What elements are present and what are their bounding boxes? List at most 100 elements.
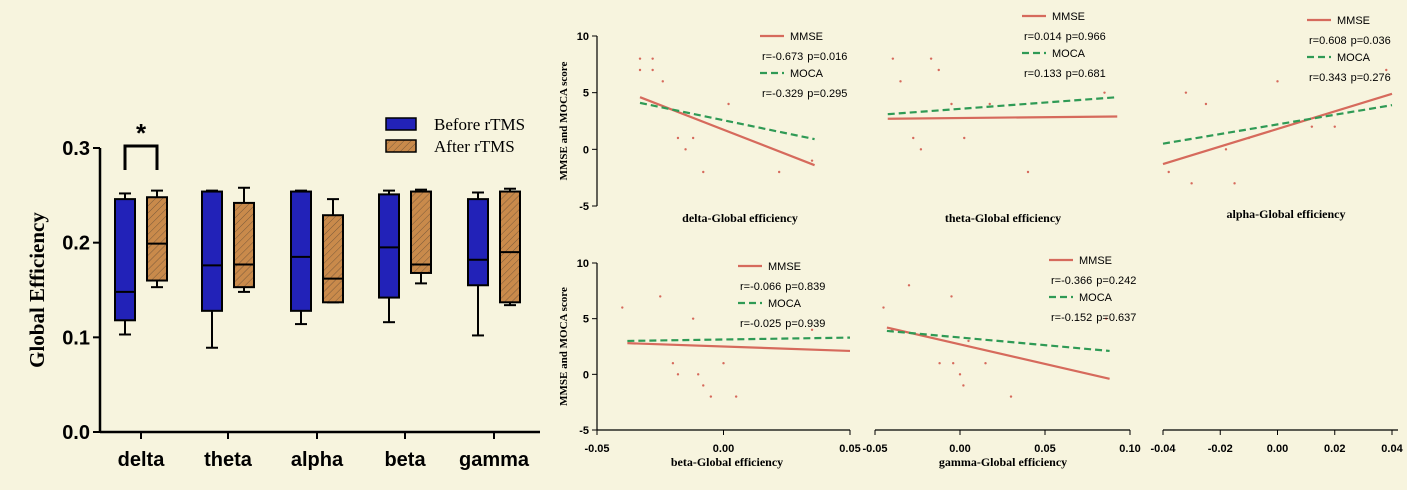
- x-tick-label: 0.10: [1119, 443, 1140, 455]
- scatter-point: [899, 80, 902, 83]
- legend-label: MOCA: [1337, 52, 1371, 64]
- scatter-point: [702, 384, 705, 387]
- x-tick-label: gamma: [459, 449, 530, 471]
- p-value: p=0.242: [1096, 275, 1136, 287]
- legend-label: MOCA: [790, 68, 824, 80]
- y-axis-label: MMSE and MOCA score: [558, 62, 570, 181]
- scatter-point: [638, 57, 642, 60]
- x-tick-label: 0.05: [839, 443, 860, 455]
- scatter-point: [1103, 91, 1106, 94]
- scatter-point: [1224, 148, 1228, 151]
- scatter-point: [1233, 182, 1236, 185]
- legend-label: MMSE: [768, 261, 801, 273]
- legend-swatch: [385, 139, 417, 153]
- moca-regression-line: [1162, 104, 1393, 145]
- x-tick-label: theta: [204, 449, 253, 471]
- scatter-point: [691, 317, 695, 320]
- scatter-point: [1333, 125, 1336, 128]
- y-tick-label: 5: [583, 88, 589, 100]
- scatter-panels: 10 5 0 -5 MMSE and MOCA score delta-Global ef…: [558, 11, 1404, 469]
- scatter-point: [952, 362, 955, 365]
- box-after: [499, 190, 521, 304]
- box-before: [378, 193, 400, 299]
- x-tick-label: 0.04: [1381, 443, 1403, 455]
- scatter-point: [621, 306, 624, 309]
- r-value: r=-0.066: [740, 281, 781, 293]
- moca-regression-line: [627, 336, 851, 343]
- box-before: [114, 198, 136, 322]
- panel-title: theta-Global efficiency: [945, 211, 1061, 225]
- legend-stat: r=0.133 p=0.681: [1024, 68, 1106, 80]
- scatter-point: [988, 102, 991, 106]
- scatter-point: [661, 80, 664, 83]
- scatter-panel-5: -0.05 0.00 0.05 0.10 gamma-Global efficiency…: [862, 255, 1140, 469]
- scatter-point: [1276, 80, 1279, 83]
- x-tick-label: alpha: [291, 449, 344, 471]
- legend-label: MMSE: [1052, 11, 1085, 23]
- scatter-point: [810, 328, 814, 331]
- mmse-regression-line: [887, 115, 1118, 120]
- y-tick-label: 10: [577, 31, 589, 43]
- scatter-point: [727, 102, 730, 106]
- r-value: r=-0.366: [1051, 275, 1092, 287]
- box-before: [201, 190, 223, 312]
- scatter-point: [891, 57, 895, 60]
- x-tick-label: -0.02: [1208, 443, 1233, 455]
- legend-label: MMSE: [790, 31, 823, 43]
- legend-label: MMSE: [1337, 15, 1370, 27]
- scatter-point: [950, 295, 953, 298]
- legend-label: MOCA: [768, 298, 802, 310]
- scatter-point: [937, 68, 940, 72]
- mmse-regression-line: [627, 342, 851, 353]
- scatter-point: [1204, 102, 1208, 106]
- p-value: p=0.966: [1066, 31, 1106, 43]
- r-value: r=-0.152: [1051, 312, 1092, 324]
- scatter-point: [912, 136, 915, 140]
- x-tick-label: 0.05: [1034, 443, 1055, 455]
- r-value: r=0.133: [1024, 68, 1062, 80]
- scatter-point: [1167, 170, 1170, 174]
- moca-regression-line: [886, 329, 1110, 353]
- legend-stat: r=0.608 p=0.036: [1309, 35, 1391, 47]
- scatter-point: [671, 362, 675, 365]
- p-value: p=0.839: [785, 281, 825, 293]
- r-value: r=-0.329: [762, 88, 803, 100]
- scatter-point: [929, 57, 933, 60]
- legend-stat: r=0.014 p=0.966: [1024, 31, 1106, 43]
- legend-stat: r=-0.025 p=0.939: [740, 318, 825, 330]
- scatter-point: [1184, 91, 1188, 94]
- x-tick-label: -0.05: [862, 443, 887, 455]
- legend-stat: r=-0.066 p=0.839: [740, 281, 825, 293]
- moca-regression-line: [887, 96, 1118, 116]
- y-tick-label: 0.0: [62, 422, 90, 444]
- legend-swatch: [385, 117, 417, 131]
- scatter-point: [697, 373, 700, 376]
- scatter-point: [1026, 170, 1030, 174]
- y-tick-label: 0.1: [62, 327, 90, 349]
- scatter-point: [638, 68, 642, 72]
- legend-stat: r=-0.152 p=0.637: [1051, 312, 1136, 324]
- y-axis-label: Global Efficiency: [25, 212, 49, 368]
- scatter-point: [984, 362, 987, 365]
- box-after: [322, 214, 344, 304]
- x-tick-label: 0.02: [1324, 443, 1345, 455]
- scatter-panel-4: 10 5 0 -5 MMSE and MOCA score -0.05 0.00 0.05 be…: [558, 258, 861, 469]
- box-after: [146, 196, 168, 282]
- scatter-point: [722, 362, 725, 365]
- scatter-point: [907, 284, 911, 287]
- legend-label: After rTMS: [434, 137, 515, 156]
- y-tick-label: 5: [583, 314, 589, 326]
- significance-marker: *: [136, 118, 147, 148]
- p-value: p=0.681: [1066, 68, 1106, 80]
- box-before: [467, 198, 489, 287]
- scatter-point: [919, 148, 923, 151]
- y-tick-label: 10: [577, 258, 589, 270]
- legend-label: MMSE: [1079, 255, 1112, 267]
- scatter-point: [676, 373, 680, 376]
- scatter-point: [963, 136, 966, 140]
- scatter-point: [651, 57, 654, 60]
- p-value: p=0.016: [807, 51, 847, 63]
- p-value: p=0.939: [785, 318, 825, 330]
- scatter-point: [962, 384, 965, 387]
